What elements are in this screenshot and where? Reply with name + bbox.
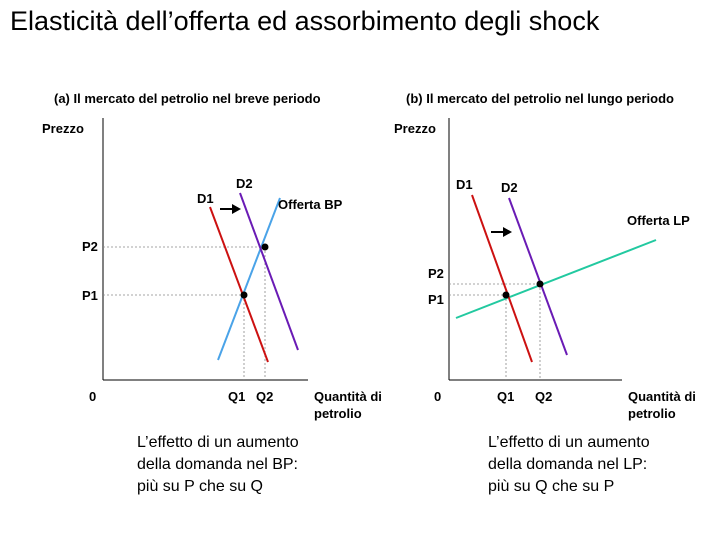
panel-a-shift-arrow-head (232, 204, 241, 214)
panel-b-p1-label: P1 (428, 292, 444, 307)
panel-a: (a) Il mercato del petrolio nel breve pe… (42, 91, 382, 421)
panel-a-supply-label: Offerta BP (278, 197, 343, 212)
panel-b-q2-label: Q2 (535, 389, 552, 404)
panel-b-caption-line-3: più su Q che su P (488, 478, 615, 495)
panel-b-d2-label: D2 (501, 180, 518, 195)
panel-a-q2-label: Q2 (256, 389, 273, 404)
panel-a-caption-line-2: della domanda nel BP: (137, 456, 298, 473)
panel-b-x-axis-label-2: petrolio (628, 406, 676, 421)
panel-a-x-axis-label: Quantità di (314, 389, 382, 404)
panel-a-demand2-curve (239, 192, 299, 351)
panel-a-demand1-curve (209, 206, 269, 363)
panel-a-d2-label: D2 (236, 176, 253, 191)
panel-b-supply-label: Offerta LP (627, 213, 690, 228)
panel-b-equilibrium-2 (536, 280, 544, 288)
panel-a-equilibrium-1 (240, 291, 248, 299)
panel-b-demand2-curve (508, 197, 568, 356)
panel-b-y-axis-label: Prezzo (394, 121, 436, 136)
panel-b-x-axis-label: Quantità di (628, 389, 696, 404)
panel-b-demand1-curve (471, 194, 533, 363)
panel-b-supply-curve (455, 239, 657, 319)
panel-b-origin: 0 (434, 389, 441, 404)
panel-a-d1-label: D1 (197, 191, 214, 206)
panel-b-caption: L’effetto di un aumento della domanda ne… (488, 432, 650, 498)
panel-a-p1-label: P1 (82, 288, 98, 303)
panel-a-p2-label: P2 (82, 239, 98, 254)
panel-a-caption-line-1: L’effetto di un aumento (137, 434, 299, 451)
panel-b-title: (b) Il mercato del petrolio nel lungo pe… (406, 91, 674, 106)
panel-b-equilibrium-1 (502, 291, 510, 299)
panel-a-equilibrium-2 (261, 243, 269, 251)
panel-b-caption-line-1: L’effetto di un aumento (488, 434, 650, 451)
slide-title: Elasticità dell’offerta ed assorbimento … (10, 6, 600, 36)
panel-b: (b) Il mercato del petrolio nel lungo pe… (394, 91, 696, 421)
panel-b-d1-label: D1 (456, 177, 473, 192)
panel-a-caption: L’effetto di un aumento della domanda ne… (137, 432, 299, 498)
panel-a-origin: 0 (89, 389, 96, 404)
panel-a-caption-line-3: più su P che su Q (137, 478, 263, 495)
panel-a-title: (a) Il mercato del petrolio nel breve pe… (54, 91, 321, 106)
panel-a-y-axis-label: Prezzo (42, 121, 84, 136)
panel-b-shift-arrow-head (503, 227, 512, 237)
panel-a-supply-curve (217, 197, 281, 361)
panel-b-caption-line-2: della domanda nel LP: (488, 456, 648, 473)
panel-a-q1-label: Q1 (228, 389, 245, 404)
panel-b-q1-label: Q1 (497, 389, 514, 404)
panel-b-p2-label: P2 (428, 266, 444, 281)
panel-a-x-axis-label-2: petrolio (314, 406, 362, 421)
